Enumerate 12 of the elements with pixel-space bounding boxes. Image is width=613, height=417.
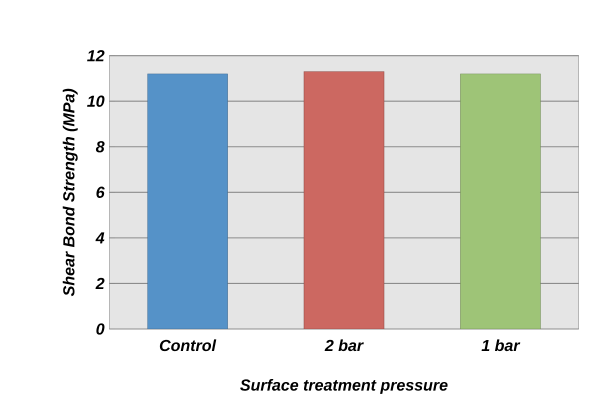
y-tick-label: 8 xyxy=(96,141,105,152)
x-tick-label: Control xyxy=(160,339,216,352)
x-axis-title: Surface treatment pressure xyxy=(240,378,448,394)
y-tick-label: 10 xyxy=(87,96,104,107)
x-tick-label: 1 bar xyxy=(482,339,520,352)
x-tick-label: 2 bar xyxy=(324,339,364,352)
y-tick-label: 2 xyxy=(95,278,104,290)
y-axis-title: Shear Bond Strength (MPa) xyxy=(62,88,78,296)
y-tick-label: 0 xyxy=(96,323,104,335)
y-tick-label: 12 xyxy=(87,50,104,62)
y-tick-label: 4 xyxy=(95,232,104,244)
y-tick-label: 6 xyxy=(96,186,105,198)
